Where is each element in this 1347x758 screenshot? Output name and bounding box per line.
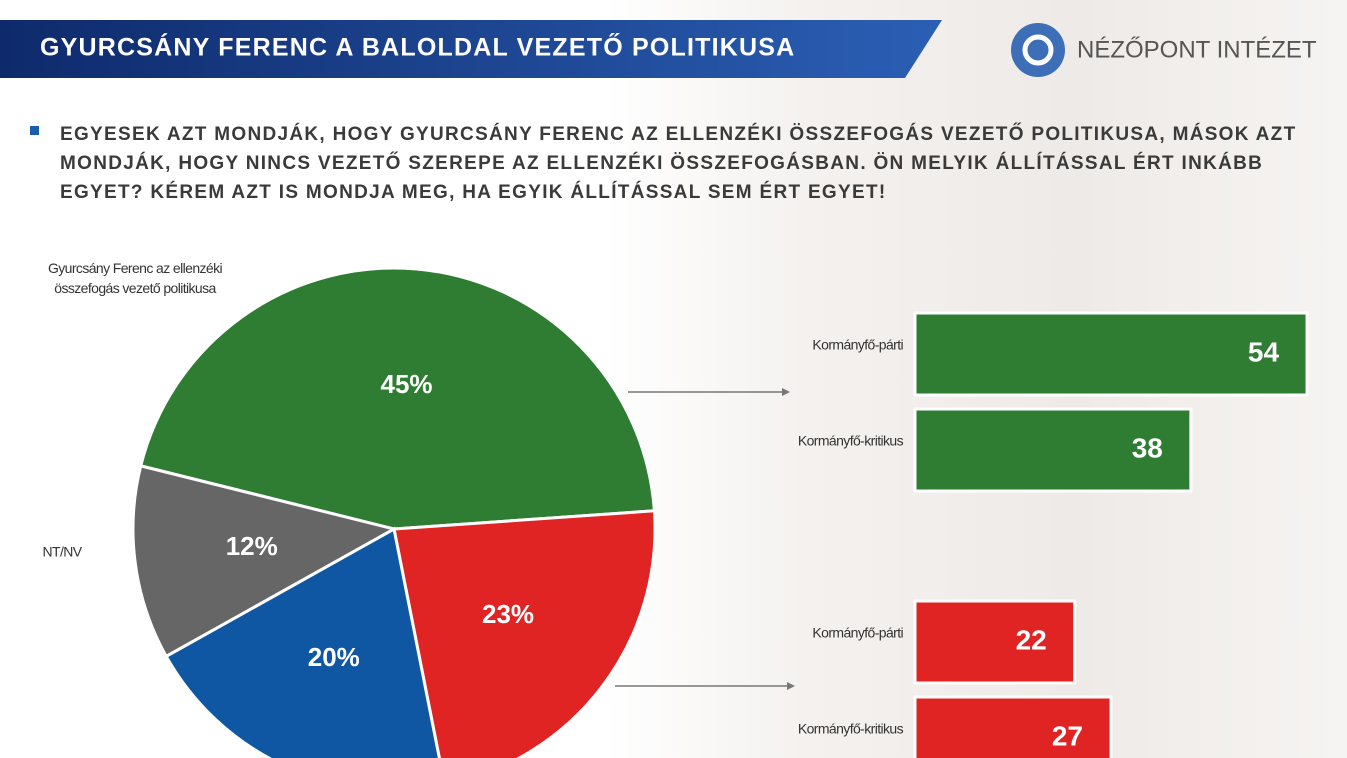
value-label: 45% [380,369,432,399]
bar-label: Kormányfő-párti [812,625,903,641]
slice-label: Gyurcsány Ferenc az ellenzéki összefogás… [47,260,223,296]
bar-value: 27 [1052,720,1083,751]
brand: NÉZŐPONT INTÉZET [1077,36,1317,63]
bar [913,407,1193,493]
bar [913,311,1309,397]
bar [913,695,1113,758]
bar-label: Kormányfő-párti [812,337,903,353]
pie-slice [138,266,656,531]
bar [913,599,1077,685]
arrow-head [782,388,790,396]
value-label: 20% [308,642,360,672]
bar-value: 54 [1248,336,1280,367]
arrow-head [787,682,795,690]
logo [1011,23,1065,77]
header-banner [0,20,942,78]
pie-slice [131,464,399,659]
bar-value: 22 [1016,624,1047,655]
value-label: 23% [482,599,534,629]
slice-label: NT/NV [42,544,82,560]
pie-slice [392,509,657,758]
value-label: 12% [226,531,278,561]
pie-slice [164,526,441,758]
bullet [30,126,39,135]
logo-inner [1022,34,1054,66]
header-title: GYURCSÁNY FERENC A BALOLDAL VEZETŐ POLIT… [40,33,795,62]
question: EGYESEK AZT MONDJÁK, HOGY GYURCSÁNY FERE… [60,124,1297,203]
bar-label: Kormányfő-kritikus [798,433,904,449]
bar-label: Kormányfő-kritikus [798,721,904,737]
bar-value: 38 [1132,432,1163,463]
